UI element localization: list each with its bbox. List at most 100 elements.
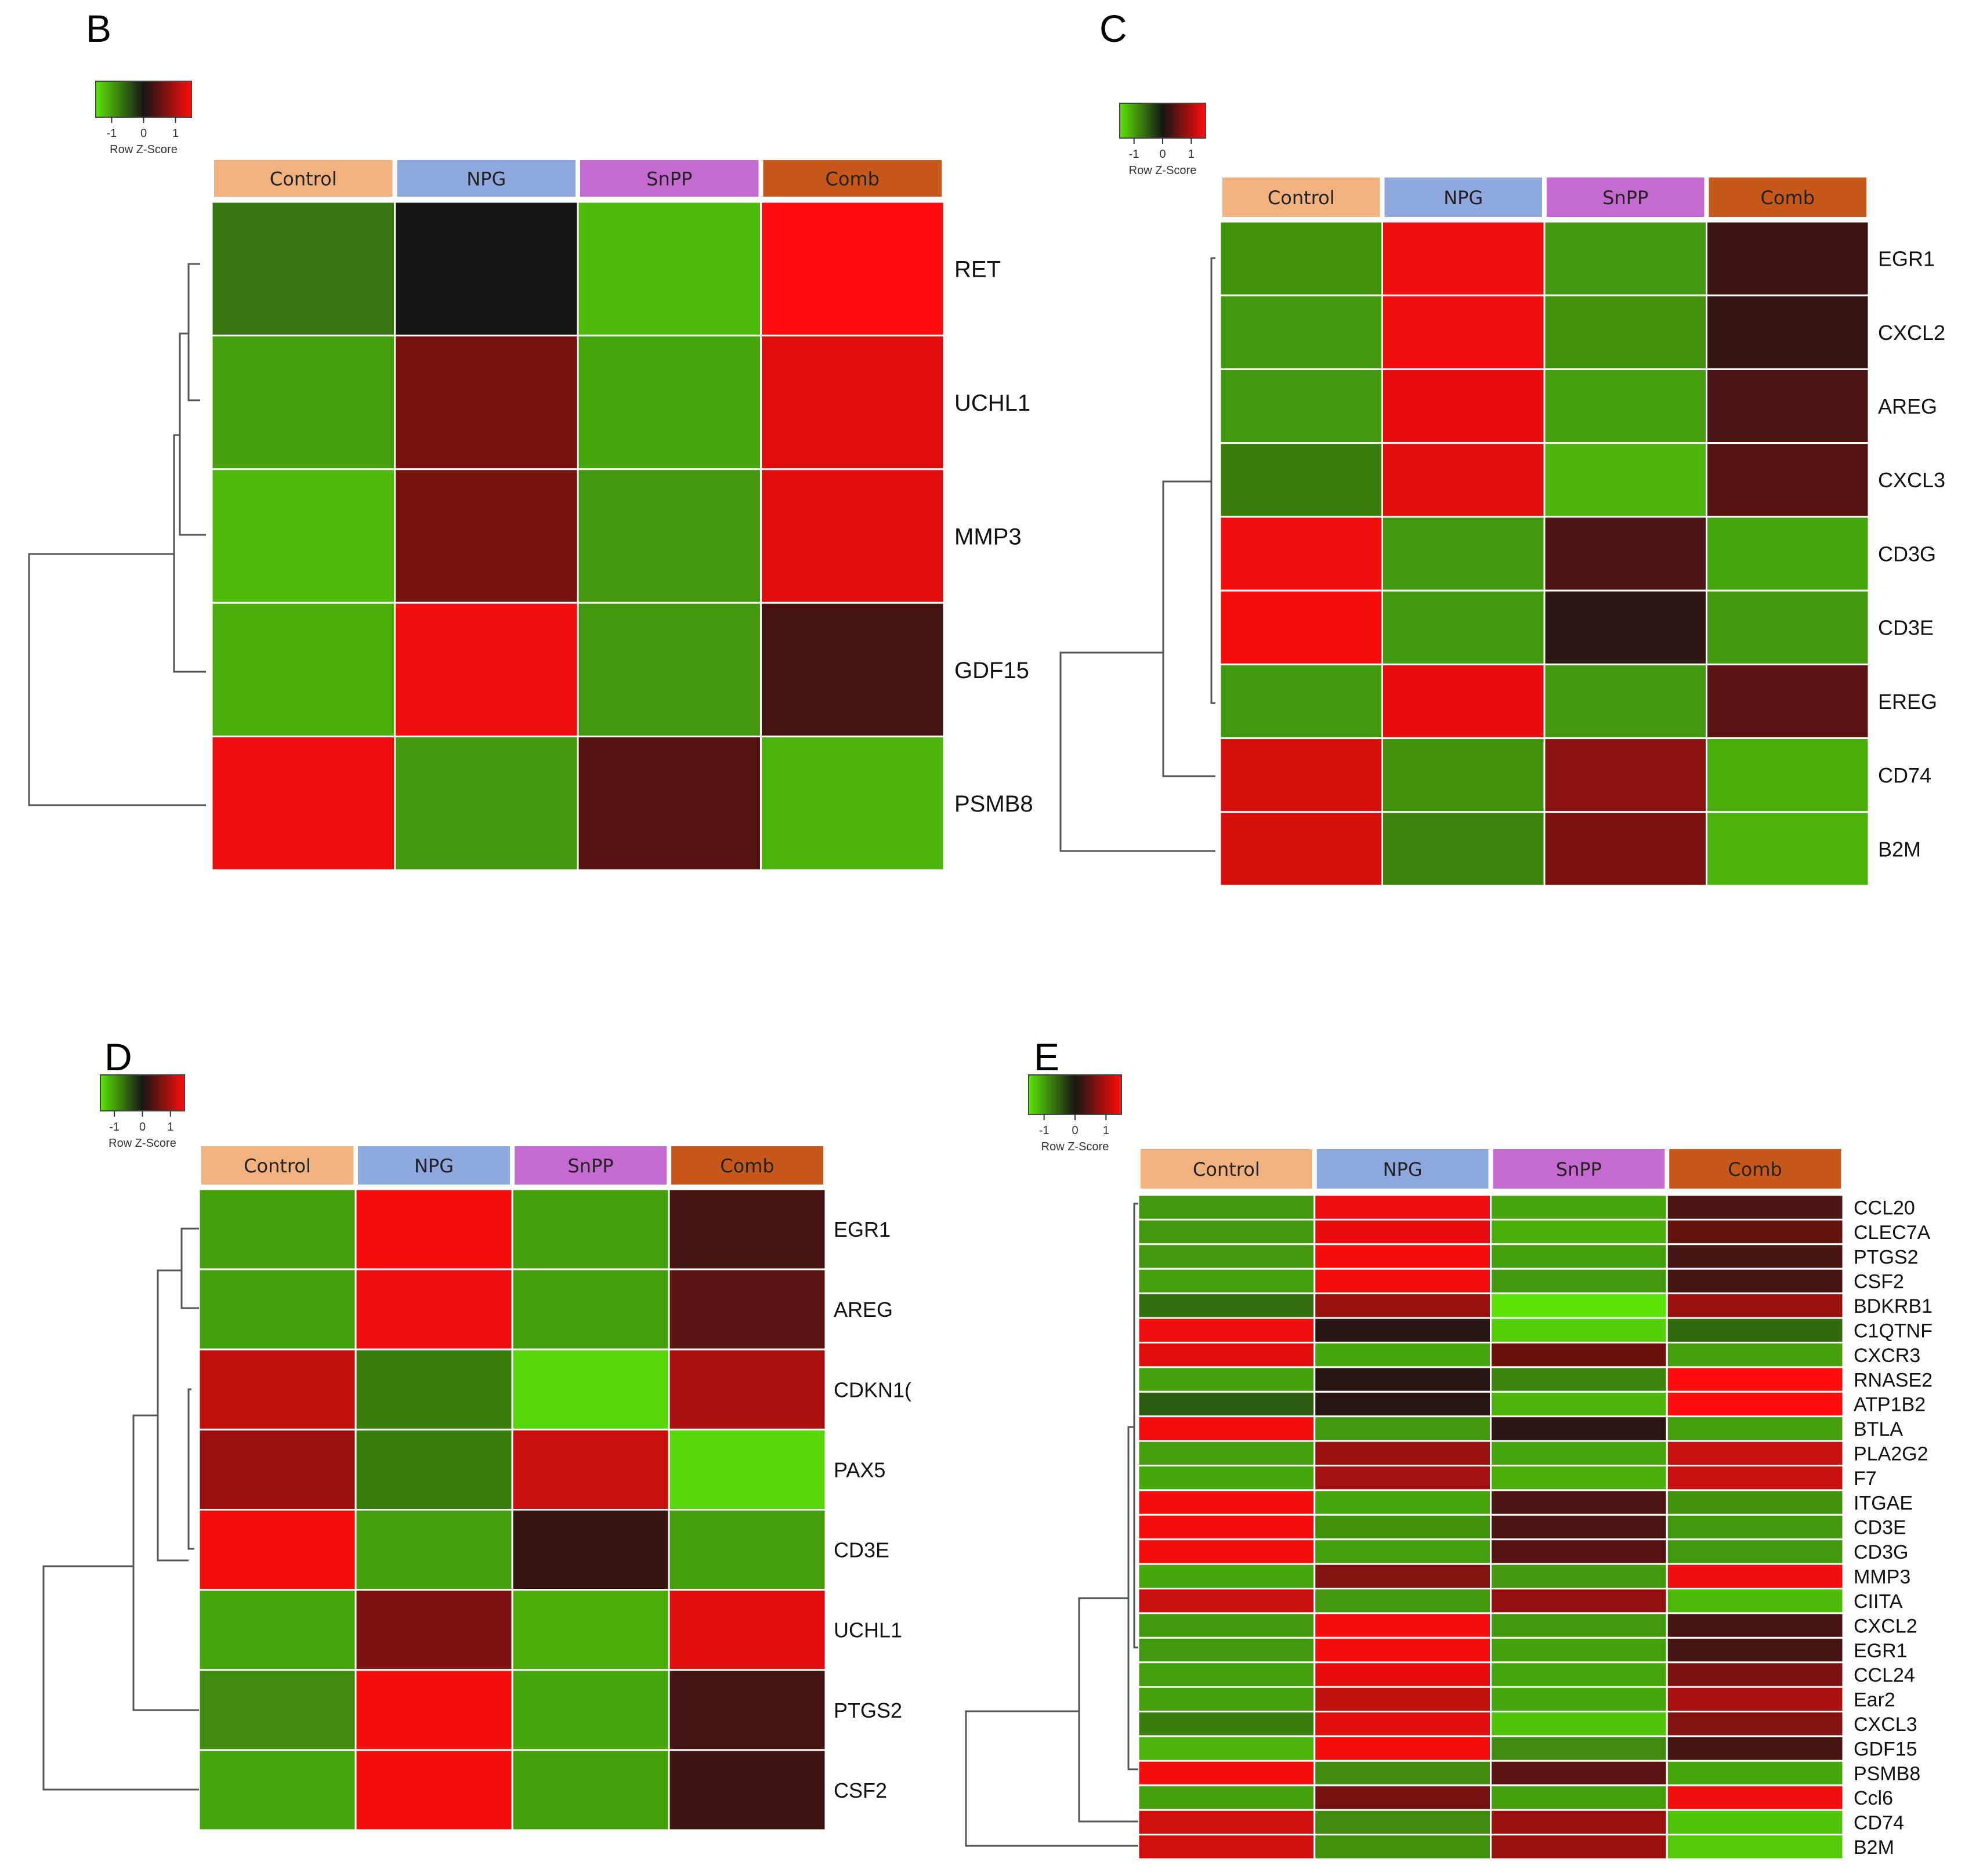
row-label: PTGS2 bbox=[834, 1698, 902, 1722]
heatmap-cell bbox=[1137, 1243, 1316, 1270]
dendrogram-branch bbox=[1133, 1203, 1138, 1649]
dendrogram-branch bbox=[1162, 480, 1215, 777]
row-label: MMP3 bbox=[1854, 1566, 1910, 1588]
column-header-label: Comb bbox=[720, 1155, 774, 1177]
heatmap-cell bbox=[1666, 1711, 1844, 1737]
heatmap-cell bbox=[1706, 368, 1870, 444]
color-key-tick-label: 0 bbox=[1072, 1124, 1078, 1137]
heatmap-cell bbox=[1137, 1390, 1316, 1418]
dendrogram-branch bbox=[157, 1269, 189, 1562]
heatmap-cell bbox=[1490, 1686, 1668, 1713]
heatmap-cell bbox=[1490, 1489, 1668, 1516]
color-key-tick-label: 1 bbox=[172, 127, 179, 140]
color-key-tick-label: 0 bbox=[140, 127, 147, 140]
heatmap-cell bbox=[1313, 1686, 1492, 1713]
heatmap-cell bbox=[1490, 1735, 1668, 1762]
heatmap-cell bbox=[1313, 1243, 1492, 1270]
heatmap-cell bbox=[1313, 1267, 1492, 1295]
row-label: PSMB8 bbox=[1854, 1763, 1920, 1785]
heatmap-cell bbox=[1666, 1415, 1844, 1442]
heatmap-cell bbox=[1137, 1563, 1316, 1590]
dendrogram-branch bbox=[132, 1414, 199, 1711]
row-label: UCHL1 bbox=[834, 1618, 902, 1642]
heatmap-cell bbox=[354, 1428, 513, 1511]
color-key: -1 0 1 Row Z-Score bbox=[95, 81, 192, 156]
heatmap-cell bbox=[760, 736, 945, 871]
heatmap-cell bbox=[1490, 1784, 1668, 1811]
heatmap-cell bbox=[1381, 220, 1546, 296]
heatmap-cell bbox=[1137, 1489, 1316, 1516]
heatmap-cell bbox=[1313, 1735, 1492, 1762]
heatmap-cell bbox=[511, 1268, 670, 1350]
heatmap-cell bbox=[1381, 442, 1546, 518]
column-header-label: SnPP bbox=[567, 1155, 613, 1177]
heatmap-cell bbox=[1137, 1341, 1316, 1368]
row-label: B2M bbox=[1854, 1837, 1894, 1859]
heatmap-cell bbox=[1706, 663, 1870, 740]
column-header-label: Control bbox=[1268, 187, 1335, 209]
heatmap-cell bbox=[394, 201, 579, 336]
heatmap-cell bbox=[1490, 1588, 1668, 1614]
row-label: CXCL2 bbox=[1854, 1615, 1917, 1637]
heatmap-cell bbox=[1313, 1415, 1492, 1442]
heatmap-cell bbox=[198, 1268, 357, 1350]
heatmap-cell bbox=[394, 736, 579, 871]
column-header-label: Comb bbox=[826, 168, 880, 190]
heatmap-cell bbox=[1313, 1636, 1492, 1664]
heatmap-cell bbox=[1219, 811, 1383, 887]
heatmap-cell bbox=[198, 1428, 357, 1511]
heatmap-cell bbox=[1137, 1194, 1316, 1221]
dendrogram-branch bbox=[1059, 651, 1215, 852]
heatmap-cell bbox=[1313, 1612, 1492, 1639]
column-header-npg bbox=[1383, 176, 1543, 218]
heatmap-cell bbox=[1381, 516, 1546, 592]
heatmap-cell bbox=[198, 1348, 357, 1430]
heatmap-cell bbox=[1490, 1366, 1668, 1393]
heatmap-cell bbox=[1313, 1809, 1492, 1836]
heatmap-cell bbox=[1666, 1636, 1844, 1664]
heatmap-cell bbox=[577, 201, 762, 336]
heatmap-cell bbox=[1666, 1317, 1844, 1343]
row-label: CD3E bbox=[1878, 616, 1934, 640]
heatmap-cell bbox=[1543, 516, 1707, 592]
dendrogram-branch bbox=[173, 434, 206, 673]
heatmap-cell bbox=[511, 1188, 670, 1270]
heatmap-cell bbox=[1313, 1784, 1492, 1811]
row-label: CIITA bbox=[1854, 1591, 1903, 1613]
color-key-tick-label: -1 bbox=[107, 127, 117, 140]
heatmap-cell bbox=[1137, 1538, 1316, 1565]
dendrogram-branch bbox=[180, 1227, 199, 1309]
column-header-label: Control bbox=[270, 168, 337, 190]
row-label: UCHL1 bbox=[954, 390, 1030, 416]
dendrogram-branch bbox=[28, 553, 206, 806]
heatmap-cell bbox=[511, 1749, 670, 1831]
column-header-label: NPG bbox=[414, 1155, 454, 1177]
row-label: PSMB8 bbox=[954, 791, 1033, 817]
column-header-label: SnPP bbox=[1602, 187, 1648, 209]
heatmap-cell bbox=[1381, 811, 1546, 887]
row-label: CCL24 bbox=[1854, 1664, 1915, 1686]
column-header-snpp bbox=[513, 1145, 668, 1186]
row-label: CCL20 bbox=[1854, 1197, 1915, 1219]
heatmap-cell bbox=[1313, 1390, 1492, 1418]
heatmap-cell bbox=[354, 1268, 513, 1350]
heatmap-panel-d: D -1 0 1 Row Z-Score Control NPG SnPP Comb EGR1 AR… bbox=[42, 1035, 911, 1831]
heatmap-cell bbox=[1137, 1809, 1316, 1836]
heatmap-cell bbox=[1137, 1686, 1316, 1713]
heatmap-cell bbox=[1137, 1366, 1316, 1393]
color-key-tick-label: 1 bbox=[167, 1121, 173, 1133]
heatmap-cell bbox=[211, 736, 396, 871]
column-header-comb bbox=[1707, 176, 1868, 218]
heatmap-cell bbox=[1313, 1341, 1492, 1368]
row-label: ATP1B2 bbox=[1854, 1394, 1926, 1416]
heatmap-cell bbox=[1137, 1513, 1316, 1541]
heatmap-cell bbox=[1666, 1612, 1844, 1639]
heatmap-cell bbox=[577, 334, 762, 470]
heatmap-cell bbox=[1666, 1390, 1844, 1418]
heatmap-cell bbox=[1666, 1834, 1844, 1860]
column-header-comb bbox=[762, 159, 943, 198]
heatmap-cell bbox=[1666, 1341, 1844, 1368]
heatmap-cell bbox=[1490, 1464, 1668, 1491]
color-key-tick-label: 0 bbox=[139, 1121, 146, 1133]
